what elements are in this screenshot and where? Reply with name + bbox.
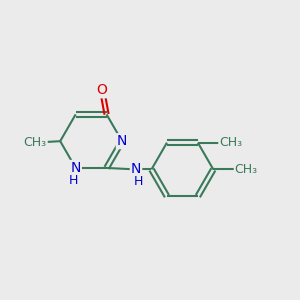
Text: CH₃: CH₃: [24, 136, 47, 149]
Text: N: N: [131, 162, 141, 176]
Text: H: H: [134, 175, 143, 188]
Text: N: N: [117, 134, 127, 148]
Text: CH₃: CH₃: [219, 136, 242, 149]
Text: O: O: [97, 83, 108, 97]
Text: H: H: [69, 174, 78, 187]
Text: N: N: [70, 161, 81, 175]
Text: CH₃: CH₃: [235, 163, 258, 176]
